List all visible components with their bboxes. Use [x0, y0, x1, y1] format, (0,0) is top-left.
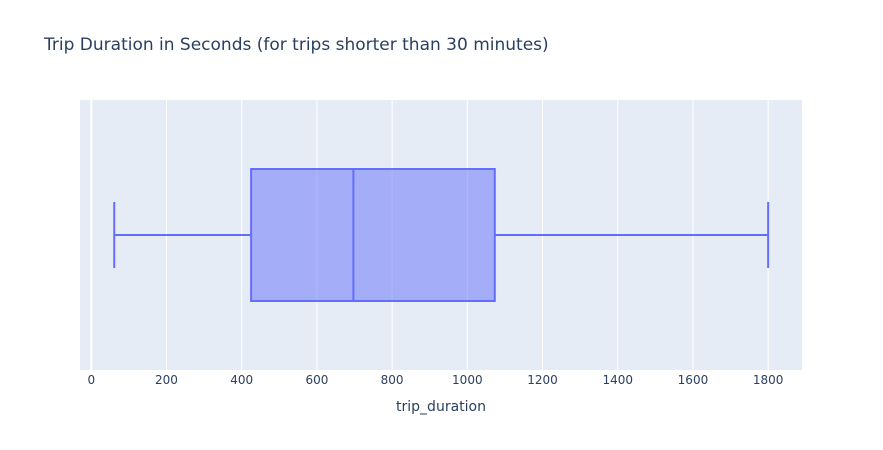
x-tick-label-1400: 1400: [602, 373, 633, 387]
x-tick-label-400: 400: [230, 373, 253, 387]
x-tick-label-1200: 1200: [527, 373, 558, 387]
x-tick-label-800: 800: [381, 373, 404, 387]
x-tick-label-0: 0: [87, 373, 95, 387]
x-tick-label-1800: 1800: [753, 373, 784, 387]
x-axis-title: trip_duration: [396, 399, 486, 415]
x-tick-label-1600: 1600: [678, 373, 709, 387]
x-axis-ticks: 0 200 400 600 800 1000 1200 1400 1600 1800: [87, 373, 783, 387]
chart-title: Trip Duration in Seconds (for trips shor…: [43, 35, 549, 55]
x-tick-label-1000: 1000: [452, 373, 483, 387]
interquartile-box: [250, 168, 496, 302]
x-tick-label-600: 600: [305, 373, 328, 387]
x-tick-label-200: 200: [155, 373, 178, 387]
box-trace: [113, 168, 770, 302]
